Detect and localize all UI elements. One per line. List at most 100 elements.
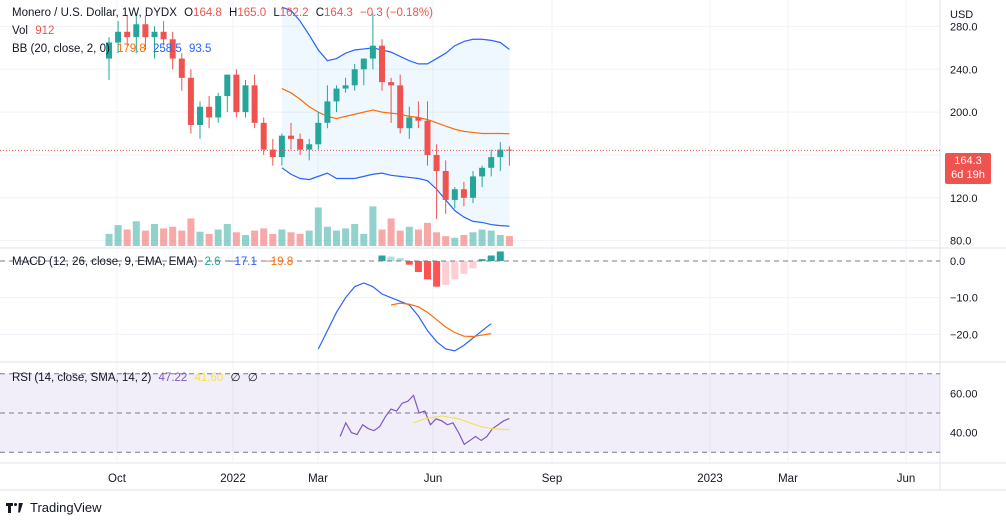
volume-bar [496,235,504,246]
rsi-legend: RSI (14, close, SMA, 14, 2) 47.22 41.60 … [12,370,262,384]
time-tick-label: Oct [108,473,127,485]
candle-body [415,117,422,121]
volume-bar [242,235,249,246]
macd-histogram-bar [478,259,486,261]
rsi-extra-2: ∅ [247,372,258,384]
brand-footer[interactable]: TradingView [6,500,102,515]
symbol-title: Monero / U.S. Dollar, 1W, DYDX [12,7,177,19]
volume-bar [205,233,213,246]
candle-body [124,31,131,38]
candle-body [460,189,467,198]
candle-body [433,154,440,172]
macd-histogram-bar [469,261,477,269]
volume-bar [505,236,513,246]
macd-histogram-bar [451,261,459,280]
time-tick-label: Jun [424,473,443,485]
price-tick-label: 80.0 [950,236,971,248]
open-label: O [184,7,194,19]
time-tick-label: 2023 [697,473,723,485]
volume-bar [187,218,195,246]
volume-bar [123,229,131,246]
rsi-tick-label: 60.00 [950,388,978,400]
candle-body [388,82,395,86]
volume-bar [296,233,304,246]
candle-body [306,144,313,150]
time-tick-label: Jun [897,473,916,485]
volume-bar [369,206,377,246]
macd-tick-label: −20.0 [950,329,978,341]
volume-bar [424,222,431,246]
volume-bar [333,230,340,246]
main-legend: Monero / U.S. Dollar, 1W, DYDX O164.8 H1… [12,7,437,19]
candle-body [269,149,276,158]
time-tick-label: 2022 [220,473,246,485]
candle-body [278,135,285,158]
volume-bar [105,233,113,246]
volume-bar [260,228,268,246]
macd-legend: MACD (12, 26, close, 9, EMA, EMA) 2.6 −1… [12,256,297,268]
volume-bar [478,229,486,246]
time-tick-label: Mar [308,473,328,485]
time-tick-label: Mar [778,473,798,485]
candle-body [206,106,213,118]
macd-histogram-bar [487,255,495,261]
candle-body [470,176,476,198]
macd-histogram-bar [442,261,450,285]
candle-body [497,149,504,158]
macd-line-value: −17.1 [227,256,257,268]
volume-bar [460,235,468,246]
candle-body [451,189,458,200]
time-tick-label: Sep [542,473,562,485]
macd-histogram-bar [396,258,404,261]
candle-body [151,31,158,38]
bb-lower-value: 93.5 [188,43,212,55]
candle-body [178,58,185,78]
price-tick-label: 200.0 [950,107,978,119]
macd-signal-line [390,302,492,338]
volume-bar [323,226,331,246]
macd-histogram-bar [387,256,395,261]
volume-bar [223,224,231,246]
candle-body [506,149,513,151]
candle-body [169,39,176,59]
candle-body [297,138,304,150]
candle-body [251,85,258,123]
bb-upper-line [281,6,510,65]
volume-bar [214,229,222,246]
high-value: 165.0 [237,7,267,19]
rsi-ma-line [413,415,510,431]
macd-tick-label: −10.0 [950,293,978,305]
rsi-extra-1: ∅ [230,372,241,384]
rsi-line [339,394,510,446]
volume-bar [378,229,386,246]
rsi-value: 47.22 [158,372,188,384]
bb-upper-value: 258.5 [152,43,182,55]
macd-histogram-bar [496,251,504,261]
bb-label: BB (20, close, 2, 0) [12,43,110,55]
price-tick-label: 280.0 [950,21,978,33]
volume-bar [232,232,240,246]
macd-histogram-bar [414,261,422,272]
bar-countdown: 6d 19h [951,169,985,181]
candle-body [406,117,413,129]
volume-bar [487,230,495,246]
volume-bar [451,237,459,246]
volume-bar [360,233,368,246]
candle-body [342,85,349,89]
volume-bar [442,236,450,246]
macd-signal-value: −19.8 [264,256,294,268]
candle-body [442,171,449,200]
low-label: L [273,7,280,19]
volume-bar [396,230,404,246]
rsi-tick-label: 40.00 [950,428,978,440]
low-value: 162.2 [279,7,309,19]
currency-label[interactable]: USD [950,9,974,21]
macd-histogram-bar [405,261,413,265]
candle-body [115,31,122,43]
volume-bar [469,232,477,246]
candle-body [333,88,340,102]
volume-bar [405,226,413,246]
rsi-label: RSI (14, close, SMA, 14, 2) [12,372,152,384]
candle-body [142,24,149,38]
